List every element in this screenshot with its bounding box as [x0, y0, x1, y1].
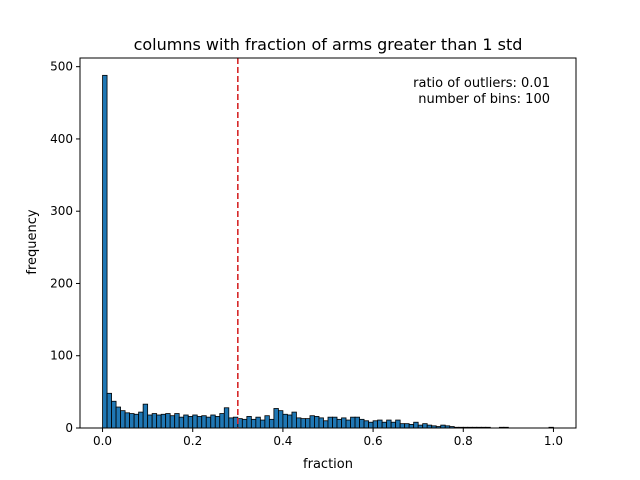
histogram-bar — [381, 421, 388, 429]
histogram-bar — [377, 419, 383, 429]
histogram-bar — [264, 415, 270, 429]
y-axis-label: frequency — [25, 209, 40, 275]
y-tick-label: 400 — [50, 132, 73, 146]
histogram-bar — [142, 403, 149, 429]
plot-frame — [79, 57, 577, 429]
histogram-bar — [332, 416, 338, 429]
y-tick-label: 200 — [50, 276, 73, 290]
histogram-bar — [363, 420, 369, 429]
histogram-bar — [241, 418, 248, 429]
histogram-bar — [250, 418, 257, 429]
y-tick-label: 300 — [50, 204, 73, 218]
histogram-bar — [124, 412, 130, 429]
histogram-bar — [350, 416, 356, 429]
x-axis-label: fraction — [303, 457, 353, 472]
histogram-bar — [268, 418, 275, 429]
histogram-bar — [160, 413, 167, 429]
y-tick-label: 0 — [65, 421, 73, 435]
histogram-bar — [259, 419, 266, 429]
histogram-bar — [300, 418, 306, 429]
histogram-bar — [399, 423, 406, 429]
chart-title: columns with fraction of arms greater th… — [134, 35, 523, 54]
x-tick-label: 1.0 — [544, 434, 563, 448]
histogram-bar — [327, 416, 333, 429]
histogram-bar — [129, 413, 135, 429]
histogram-bar — [341, 417, 347, 429]
histogram-bar — [404, 423, 410, 429]
x-tick-label: 0.0 — [93, 434, 112, 448]
histogram-bar — [291, 411, 297, 429]
histogram-bar — [165, 413, 171, 429]
histogram-bar — [372, 420, 378, 429]
histogram-bar — [305, 418, 311, 429]
histogram-bar — [345, 419, 351, 429]
histogram-bar — [219, 413, 225, 429]
histogram-bar — [196, 416, 203, 429]
histogram-bar — [223, 407, 230, 429]
histogram-bar — [246, 416, 252, 429]
histogram-bar — [106, 392, 112, 429]
histogram-bar — [354, 416, 360, 429]
histogram-bar — [318, 417, 324, 429]
histogram-bar — [187, 416, 194, 429]
histogram-bar — [309, 415, 315, 429]
histogram-bar — [390, 421, 397, 429]
histogram-bar — [205, 416, 212, 429]
histogram-bar — [408, 423, 415, 429]
histogram-bar — [111, 400, 117, 429]
histogram-bar — [368, 421, 374, 429]
histogram-bar — [282, 413, 288, 429]
x-tick-label: 0.4 — [273, 434, 292, 448]
histogram-bar — [133, 413, 140, 429]
histogram-bar — [102, 74, 108, 429]
histogram-bar — [359, 418, 365, 429]
plot-area: 0.0 0.2 0.4 0.6 0.8 1.0 0 100 200 300 400 500 — [50, 57, 577, 448]
histogram-bar — [183, 414, 189, 429]
histogram-bar — [228, 417, 234, 429]
histogram-bar — [201, 415, 207, 429]
histogram-bar — [296, 417, 302, 429]
histogram-bar — [386, 419, 392, 429]
histogram-bar — [413, 421, 419, 429]
histogram-bar — [174, 413, 180, 429]
histogram-bar — [336, 418, 342, 429]
histogram-bar — [156, 414, 162, 429]
annotation-outlier-ratio: ratio of outliers: 0.01 — [413, 76, 550, 91]
histogram-bar — [120, 410, 126, 429]
histogram-bar — [273, 408, 279, 429]
histogram-bar — [287, 414, 293, 429]
histogram-bar — [277, 410, 284, 429]
histogram-bar — [214, 416, 221, 429]
x-tick-label: 0.2 — [183, 434, 202, 448]
x-tick-label: 0.6 — [364, 434, 383, 448]
histogram-bar — [210, 414, 216, 429]
histogram-bar — [147, 414, 153, 429]
histogram-bar — [115, 406, 121, 429]
histogram-bar — [151, 413, 158, 429]
histogram-bar — [422, 423, 428, 429]
histogram-bar — [314, 416, 320, 429]
x-tick-label: 0.8 — [454, 434, 473, 448]
histogram-bar — [169, 415, 176, 429]
histogram-bar — [178, 416, 185, 429]
histogram-bar — [323, 420, 329, 429]
y-tick-label: 500 — [50, 60, 73, 74]
histogram-bar — [192, 414, 198, 429]
histogram-bar — [138, 411, 144, 429]
annotation-bin-count: number of bins: 100 — [418, 92, 550, 107]
histogram-bar — [255, 416, 261, 429]
histogram-bar — [395, 419, 401, 429]
y-tick-label: 100 — [50, 349, 73, 363]
